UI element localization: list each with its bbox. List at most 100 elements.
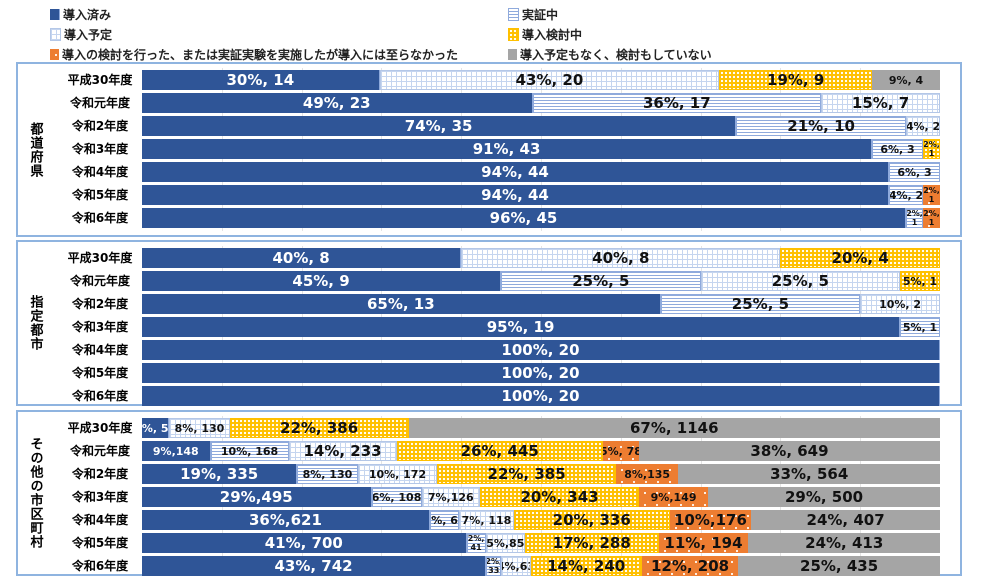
data-label: 25%, 5 [771,272,829,290]
data-label: 2%, 41 [467,534,485,552]
data-label: 11%, 194 [664,534,743,552]
bar-row: 平成30年度 30%, 14 43%, 20 19%, 9 9%, 4 [18,70,960,90]
bar-segment: 4%, 2 [906,116,940,136]
data-label: 4%, 2 [906,119,940,133]
bar-segment: 65%, 13 [142,294,661,314]
row-label: 令和元年度 [69,96,130,110]
data-label: 5%, 78 [602,444,640,458]
data-label: 22%, 386 [280,419,359,437]
stacked-bar: 91%, 43 6%, 3 2%, 1 [142,139,940,159]
data-label: 2%, 33 [486,557,502,575]
panel-title: その他の市区町村 [27,437,43,549]
bar-segment: 20%, 343 [480,487,640,507]
data-label: 20%, 4 [831,249,889,267]
bar-segment: 67%, 1146 [408,418,940,438]
data-label: 67%, 1146 [629,419,719,437]
bar-segment: 2%, 33 [486,556,502,576]
bar-segment: 3%, 59 [142,418,170,438]
bar-segment: 25%, 435 [738,556,940,576]
data-label: 9%,148 [152,444,199,458]
data-label: 24%, 413 [805,534,884,552]
bar-segment: 24%, 413 [748,533,940,553]
data-label: 4%, 63 [431,513,458,527]
legend-swatch [50,28,61,41]
legend-swatch [508,8,519,21]
data-label: 100%, 20 [501,364,580,382]
bar-segment: 40%, 8 [142,248,462,268]
bar-segment: 100%, 20 [142,340,940,360]
bar-segment: 8%, 130 [169,418,230,438]
bar-row: 令和3年度 95%, 19 5%, 1 [18,317,960,337]
bar-segment: 15%, 7 [821,93,940,113]
data-label: 22%, 385 [487,465,566,483]
data-label: 95%, 19 [486,318,555,336]
bar-row: 令和元年度 9%,148 10%, 168 14%, 233 26%, 445 5%, 7… [18,441,960,461]
legend-swatch [508,28,519,41]
legend-swatch [50,49,59,60]
data-label: 45%, 9 [292,272,350,290]
row-label: 令和4年度 [71,343,129,357]
row-label: 令和6年度 [71,559,129,573]
data-label: 3%, 59 [142,421,169,435]
bar-segment: 24%, 407 [751,510,940,530]
bar-segment: 20%, 4 [780,248,940,268]
bar-segment: 10%,176 [669,510,752,530]
row-label: 令和3年度 [71,142,129,156]
data-label: 7%,126 [427,490,474,504]
bar-segment: 7%, 118 [459,510,514,530]
stacked-bar: 19%, 335 8%, 130 10%, 172 22%, 385 8%,135 33%… [142,464,940,484]
data-label: 25%, 5 [731,295,790,313]
data-label: 4%,63 [502,559,529,573]
row-label: 令和5年度 [71,366,129,380]
data-label: 5%, 1 [902,274,938,288]
data-label: 19%, 335 [180,465,259,483]
data-label: 24%, 407 [806,511,885,529]
data-label: 9%,149 [650,490,697,504]
bar-segment: 26%, 445 [396,441,603,461]
bar-row: 令和5年度 41%, 700 2%, 41 5%,85 17%, 288 11%, 194… [18,533,960,553]
data-label: 20%, 343 [520,488,599,506]
bar-row: 令和5年度 94%, 44 4%, 2 2%, 1 [18,185,960,205]
legend-label: 導入予定もなく、検討もしていない [520,48,712,62]
bar-row: 令和3年度 29%,495 6%, 108 7%,126 20%, 343 9%,149 2… [18,487,960,507]
stacked-bar: 30%, 14 43%, 20 19%, 9 9%, 4 [142,70,940,90]
data-label: 4%, 2 [889,188,924,202]
row-label: 平成30年度 [67,73,133,87]
bar-segment: 94%, 44 [142,185,890,205]
data-label: 94%, 44 [481,163,549,181]
bar-segment: 10%, 2 [860,294,940,314]
data-label: 10%, 168 [220,444,279,458]
bar-segment: 5%, 1 [900,271,940,291]
data-label: 65%, 13 [366,295,435,313]
stacked-bar: 65%, 13 25%, 5 10%, 2 [142,294,940,314]
bar-segment: 12%, 208 [641,556,739,576]
row-label: 令和6年度 [71,389,129,403]
bar-segment: 8%, 130 [297,464,358,484]
bar-segment: 2%, 41 [466,533,486,553]
row-label: 令和3年度 [71,320,129,334]
bar-segment: 22%, 385 [437,464,616,484]
data-label: 2%, 1 [923,186,940,204]
bar-row: 令和4年度 94%, 44 6%, 3 [18,162,960,182]
legend-label: 導入の検討を行った、または実証実験を実施したが導入には至らなかった [62,48,459,62]
data-label: 6%, 3 [897,165,932,179]
data-label: 10%, 2 [879,297,922,311]
data-label: 6%, 108 [371,490,422,504]
legend-label: 実証中 [522,8,559,22]
row-label: 令和2年度 [71,297,129,311]
data-label: 100%, 20 [501,387,580,405]
bar-segment: 2%, 1 [923,208,940,228]
row-label: 平成30年度 [67,251,133,265]
bar-row: 令和6年度 96%, 45 2%, 1 2%, 1 [18,208,960,228]
bar-row: 令和2年度 65%, 13 25%, 5 10%, 2 [18,294,960,314]
bar-segment: 36%, 17 [532,93,822,113]
data-label: 6%, 3 [880,142,915,156]
bar-segment: 43%, 742 [142,556,487,576]
bar-row: 平成30年度 40%, 8 40%, 8 20%, 4 [18,248,960,268]
data-label: 8%, 130 [302,467,353,481]
bar-row: 令和4年度 36%,621 4%, 637%, 118 20%, 336 10%,176… [18,510,960,530]
stacked-bar: 100%, 20 [142,386,940,406]
legend-swatch [508,49,517,60]
data-label: 26%, 445 [460,442,539,460]
bar-segment: 25%, 5 [660,294,861,314]
